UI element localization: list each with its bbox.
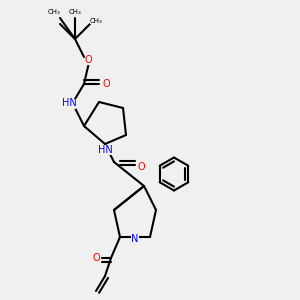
Text: CH₃: CH₃ <box>48 9 60 15</box>
Text: O: O <box>103 79 110 89</box>
Text: HN: HN <box>61 98 76 109</box>
Text: HN: HN <box>98 145 112 155</box>
Text: CH₃: CH₃ <box>69 9 81 15</box>
Text: O: O <box>92 253 100 263</box>
Text: CH₃: CH₃ <box>90 18 102 24</box>
Text: O: O <box>85 55 92 65</box>
Text: N: N <box>131 233 139 244</box>
Text: O: O <box>137 161 145 172</box>
